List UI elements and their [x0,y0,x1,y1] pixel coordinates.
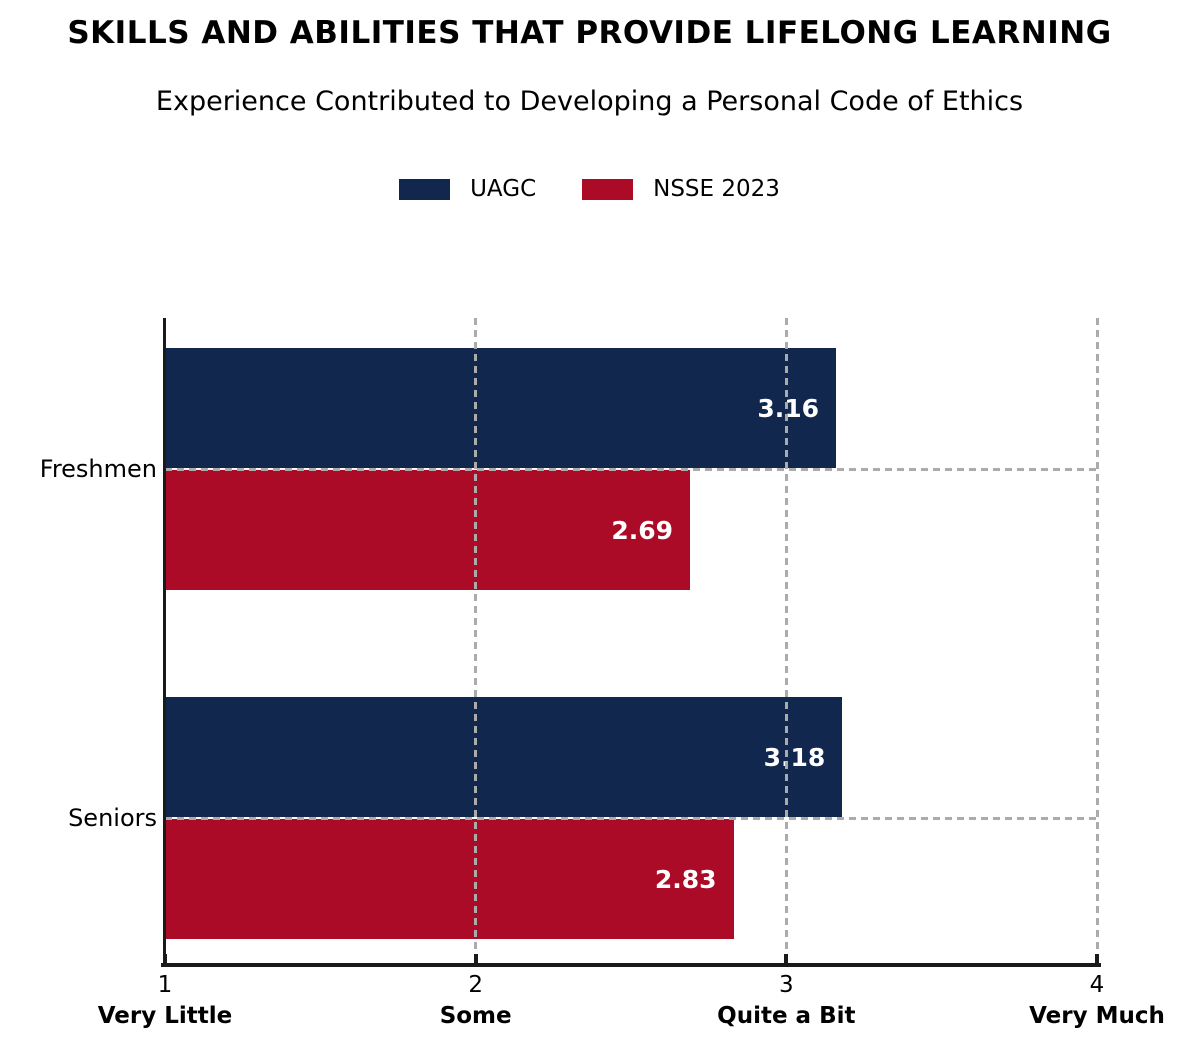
x-tick-sublabel-very-much: Very Much [1029,1003,1165,1029]
plot-area: 3.16 2.69 3.18 2.83 [161,318,1101,967]
legend-item-uagc: UAGC [399,176,536,202]
x-axis-line [161,963,1101,967]
x-tick-mark-3 [784,954,789,963]
gridline-x-4 [1095,318,1099,963]
x-tick-sublabel-quite-a-bit: Quite a Bit [717,1003,856,1029]
legend-label-uagc: UAGC [470,176,537,202]
legend-swatch-nsse-2023 [582,178,634,200]
legend: UAGC NSSE 2023 [0,174,1179,204]
category-label-freshmen: Freshmen [39,455,157,483]
legend-item-nsse-2023: NSSE 2023 [582,176,780,202]
chart-subtitle: Experience Contributed to Developing a P… [155,86,1024,117]
value-label-freshmen-uagc: 3.16 [757,393,820,423]
bar-seniors-nsse-2023: 2.83 [165,819,734,939]
gridline-x-2 [474,318,478,963]
x-tick-label-4: 4 [1089,972,1105,998]
x-tick-mark-1 [163,954,167,963]
chart-title: SKILLS AND ABILITIES THAT PROVIDE LIFELO… [67,15,1112,51]
legend-swatch-uagc [399,178,451,200]
value-label-seniors-uagc: 3.18 [763,742,826,772]
gridline-y-freshmen [165,468,1097,471]
legend-label-nsse-2023: NSSE 2023 [653,176,780,202]
bar-freshmen-uagc: 3.16 [165,348,837,468]
x-tick-sublabel-very-little: Very Little [97,1003,233,1029]
y-axis-line [163,318,166,963]
bar-freshmen-nsse-2023: 2.69 [165,470,691,590]
x-tick-label-3: 3 [779,972,794,998]
x-tick-mark-2 [473,954,478,963]
gridline-x-3 [784,318,788,963]
x-tick-label-2: 2 [468,972,483,998]
gridline-y-seniors [165,817,1097,820]
x-tick-label-1: 1 [157,972,173,998]
x-tick-mark-4 [1095,954,1099,963]
category-label-seniors: Seniors [68,804,157,832]
x-tick-sublabel-some: Some [439,1003,512,1029]
bar-seniors-uagc: 3.18 [165,697,843,817]
value-label-freshmen-nsse-2023: 2.69 [611,515,674,545]
value-label-seniors-nsse-2023: 2.83 [654,864,717,894]
